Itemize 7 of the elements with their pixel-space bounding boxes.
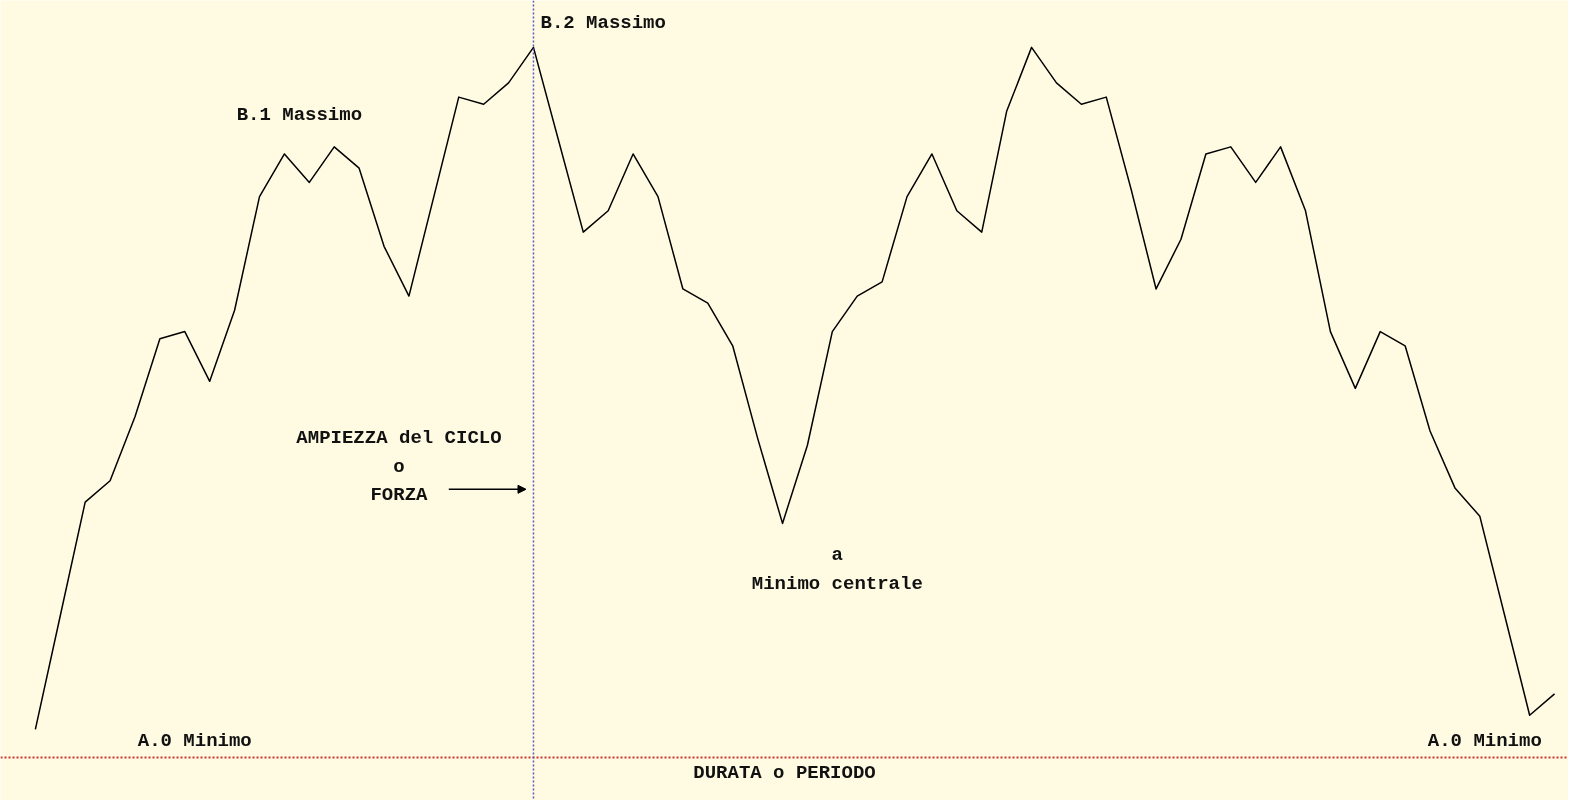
annotation: AMPIEZZA del CICLO o FORZA [296,426,502,507]
x-axis-title: DURATA o PERIODO [693,761,876,784]
annotation: A.0 Minimo [1427,729,1542,752]
annotation: B.1 Massimo [236,103,363,126]
annotation: a Minimo centrale [751,544,923,595]
annotation: A.0 Minimo [137,729,252,752]
text: B.2 Massimo [540,11,666,34]
